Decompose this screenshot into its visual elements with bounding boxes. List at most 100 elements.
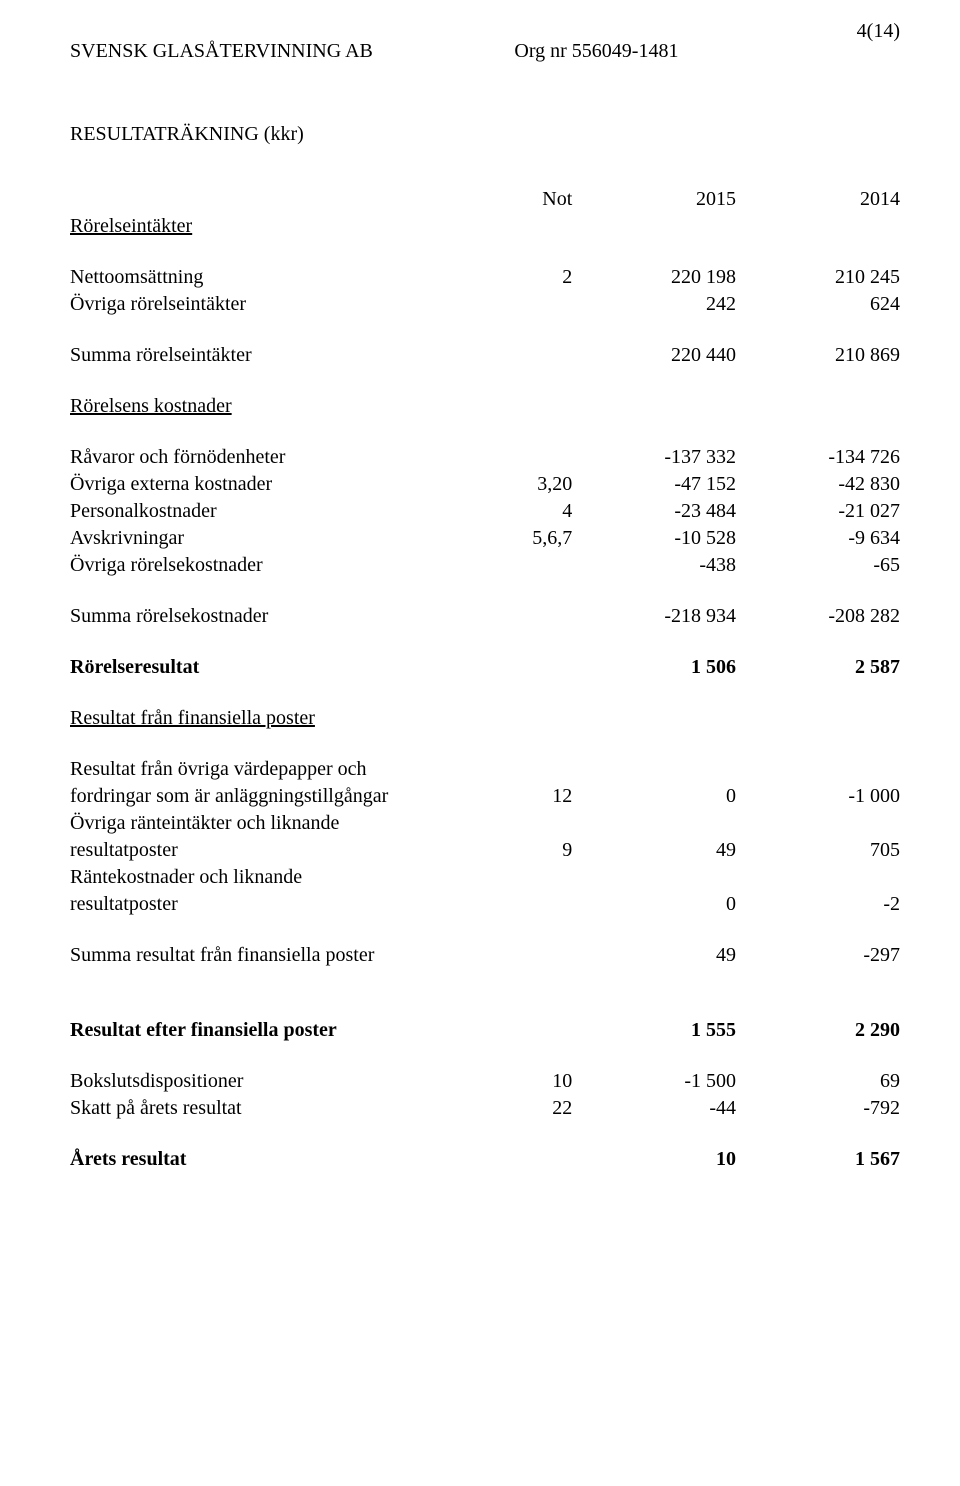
row-value: -65 — [746, 552, 900, 579]
row-note: 4 — [491, 498, 582, 525]
table-row: Rörelseintäkter — [70, 213, 900, 240]
row-value: 49 — [582, 942, 746, 969]
row-value: 220 198 — [582, 264, 746, 291]
table-row: Resultat från övriga värdepapper och — [70, 756, 900, 783]
row-label: Personalkostnader — [70, 498, 491, 525]
row-value: -44 — [582, 1095, 746, 1122]
table-row: Resultat efter finansiella poster 1 555 … — [70, 1017, 900, 1044]
header-row: SVENSK GLASÅTERVINNING AB Org nr 556049-… — [70, 40, 900, 63]
row-value: -134 726 — [746, 444, 900, 471]
table-row: Räntekostnader och liknande — [70, 864, 900, 891]
table-row: Summa rörelseintäkter 220 440 210 869 — [70, 342, 900, 369]
col-year-1: 2015 — [582, 186, 746, 213]
row-label: Summa resultat från finansiella poster — [70, 942, 491, 969]
row-value: -2 — [746, 891, 900, 918]
row-value: -21 027 — [746, 498, 900, 525]
row-note: 3,20 — [491, 471, 582, 498]
row-note: 22 — [491, 1095, 582, 1122]
row-label: Nettoomsättning — [70, 264, 491, 291]
row-label: Bokslutsdispositioner — [70, 1068, 491, 1095]
row-label-line1: Övriga ränteintäkter och liknande — [70, 810, 491, 837]
row-note — [491, 291, 582, 318]
table-row: Bokslutsdispositioner 10 -1 500 69 — [70, 1068, 900, 1095]
row-label-line1: Resultat från övriga värdepapper och — [70, 756, 491, 783]
table-row: fordringar som är anläggningstillgångar … — [70, 783, 900, 810]
row-note — [491, 891, 582, 918]
row-note — [491, 444, 582, 471]
col-year-2: 2014 — [746, 186, 900, 213]
row-note — [491, 654, 582, 681]
org-number: Org nr 556049-1481 — [514, 40, 678, 63]
row-value: 624 — [746, 291, 900, 318]
row-value: -792 — [746, 1095, 900, 1122]
row-label-line1: Räntekostnader och liknande — [70, 864, 491, 891]
row-value: 220 440 — [582, 342, 746, 369]
row-value: -137 332 — [582, 444, 746, 471]
row-value: 10 — [582, 1146, 746, 1173]
col-note: Not — [491, 186, 582, 213]
row-value: 1 555 — [582, 1017, 746, 1044]
row-value: 2 290 — [746, 1017, 900, 1044]
row-value: -218 934 — [582, 603, 746, 630]
table-row: Övriga rörelseintäkter 242 624 — [70, 291, 900, 318]
row-value: 1 567 — [746, 1146, 900, 1173]
row-value: -208 282 — [746, 603, 900, 630]
table-row: resultatposter 9 49 705 — [70, 837, 900, 864]
row-label: Övriga rörelseintäkter — [70, 291, 491, 318]
row-value: -1 000 — [746, 783, 900, 810]
income-statement-table: Not 2015 2014 Rörelseintäkter Nettoomsät… — [70, 186, 900, 1173]
table-row: Personalkostnader 4 -23 484 -21 027 — [70, 498, 900, 525]
section-title: RESULTATRÄKNING (kkr) — [70, 123, 900, 146]
row-label: Årets resultat — [70, 1146, 491, 1173]
row-label: Rörelseresultat — [70, 654, 491, 681]
row-label: resultatposter — [70, 837, 491, 864]
heading-rorelseintakter: Rörelseintäkter — [70, 213, 491, 240]
row-value: 210 869 — [746, 342, 900, 369]
table-row: Övriga externa kostnader 3,20 -47 152 -4… — [70, 471, 900, 498]
row-label: Avskrivningar — [70, 525, 491, 552]
row-value: 49 — [582, 837, 746, 864]
row-value: -438 — [582, 552, 746, 579]
table-row: Rörelsens kostnader — [70, 393, 900, 420]
table-row: Årets resultat 10 1 567 — [70, 1146, 900, 1173]
row-value: 1 506 — [582, 654, 746, 681]
page-number: 4(14) — [857, 20, 900, 43]
row-label: Övriga externa kostnader — [70, 471, 491, 498]
row-value: 69 — [746, 1068, 900, 1095]
table-row: Skatt på årets resultat 22 -44 -792 — [70, 1095, 900, 1122]
table-row: Nettoomsättning 2 220 198 210 245 — [70, 264, 900, 291]
row-value: 0 — [582, 783, 746, 810]
table-row: Övriga rörelsekostnader -438 -65 — [70, 552, 900, 579]
table-row: Summa rörelsekostnader -218 934 -208 282 — [70, 603, 900, 630]
row-value: 210 245 — [746, 264, 900, 291]
heading-rorelsens-kostnader: Rörelsens kostnader — [70, 393, 491, 420]
company-name: SVENSK GLASÅTERVINNING AB — [70, 40, 373, 63]
table-row: Summa resultat från finansiella poster 4… — [70, 942, 900, 969]
table-row: Resultat från finansiella poster — [70, 705, 900, 732]
row-label: Övriga rörelsekostnader — [70, 552, 491, 579]
page: 4(14) SVENSK GLASÅTERVINNING AB Org nr 5… — [0, 0, 960, 1486]
row-note — [491, 1017, 582, 1044]
table-row: Övriga ränteintäkter och liknande — [70, 810, 900, 837]
row-label: Summa rörelsekostnader — [70, 603, 491, 630]
row-value: -9 634 — [746, 525, 900, 552]
row-note — [491, 603, 582, 630]
table-row: resultatposter 0 -2 — [70, 891, 900, 918]
table-row: Rörelseresultat 1 506 2 587 — [70, 654, 900, 681]
row-label: Summa rörelseintäkter — [70, 342, 491, 369]
row-note: 10 — [491, 1068, 582, 1095]
column-header-row: Not 2015 2014 — [70, 186, 900, 213]
row-value: -42 830 — [746, 471, 900, 498]
row-note: 5,6,7 — [491, 525, 582, 552]
row-value: -23 484 — [582, 498, 746, 525]
table-row: Avskrivningar 5,6,7 -10 528 -9 634 — [70, 525, 900, 552]
row-value: 705 — [746, 837, 900, 864]
row-value: -1 500 — [582, 1068, 746, 1095]
row-label: Råvaror och förnödenheter — [70, 444, 491, 471]
row-label: Resultat efter finansiella poster — [70, 1017, 491, 1044]
row-label: fordringar som är anläggningstillgångar — [70, 783, 491, 810]
row-label: resultatposter — [70, 891, 491, 918]
row-note — [491, 1146, 582, 1173]
row-note — [491, 942, 582, 969]
row-value: 0 — [582, 891, 746, 918]
